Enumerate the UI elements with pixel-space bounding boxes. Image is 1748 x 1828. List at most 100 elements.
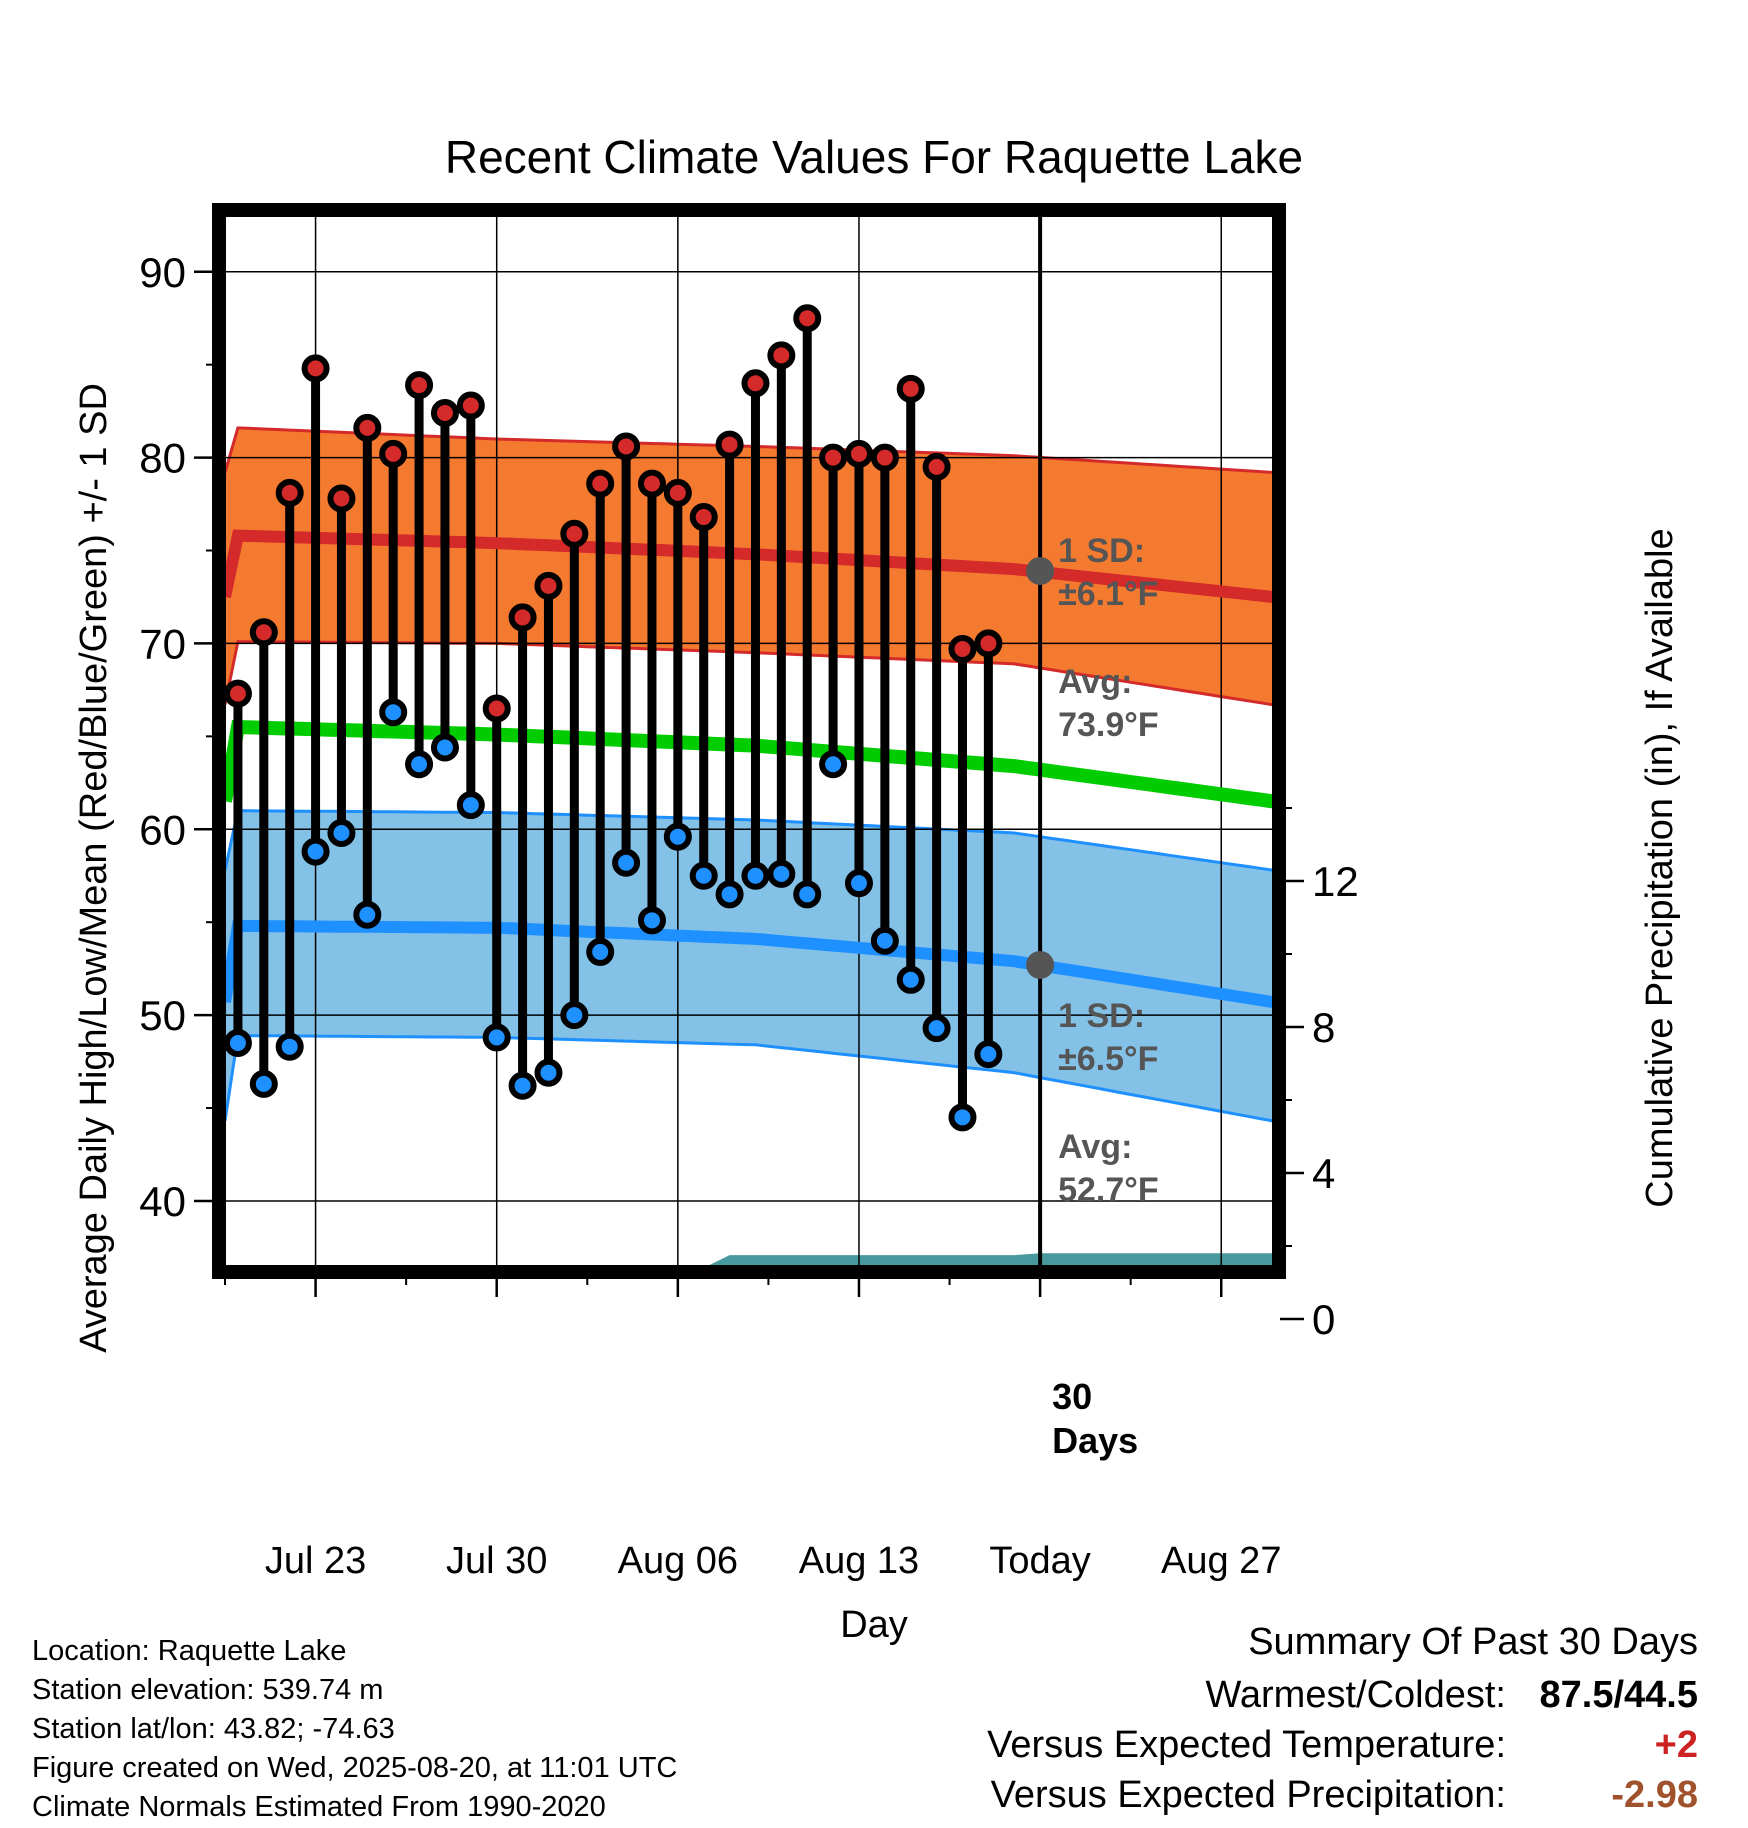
y2-tick-label: 8 xyxy=(1312,1004,1335,1051)
y-axis-label: Average Daily High/Low/Mean (Red/Blue/Gr… xyxy=(73,383,115,1353)
today-low-avg-marker xyxy=(1026,950,1055,979)
daily-high-point xyxy=(793,304,822,333)
x-tick-label: Jul 23 xyxy=(265,1540,366,1582)
warmest-value: 87.5/44.5 xyxy=(1539,1674,1698,1716)
daily-low-point xyxy=(586,937,615,966)
summary-heading: Summary Of Past 30 Days xyxy=(1248,1621,1698,1663)
daily-low-point xyxy=(715,880,744,909)
daily-low-point xyxy=(456,791,485,820)
y-tick-label: 70 xyxy=(139,620,186,667)
low-sd-upper-line xyxy=(223,809,1274,872)
high-normal-line xyxy=(219,529,1274,603)
daily-low-point xyxy=(767,859,796,888)
daily-low-point xyxy=(534,1058,563,1087)
y-tick-label: 90 xyxy=(139,249,186,296)
daily-low-point xyxy=(223,1028,252,1057)
y-tick-label: 60 xyxy=(139,806,186,853)
daily-low-point xyxy=(741,861,770,890)
daily-high-point xyxy=(974,629,1003,658)
chart-title: Recent Climate Values For Raquette Lake xyxy=(445,131,1303,183)
daily-high-point xyxy=(430,398,459,427)
high-avg-value-annotation: 73.9°F xyxy=(1058,706,1159,744)
mean-normal-line xyxy=(218,719,1274,809)
y-tick-label: 50 xyxy=(139,992,186,1039)
daily-high-point xyxy=(896,374,925,403)
daily-high-point xyxy=(715,430,744,459)
low-sd-value-annotation: ±6.5°F xyxy=(1058,1040,1158,1078)
high-sd-annotation: 1 SD: xyxy=(1058,532,1145,570)
daily-low-point xyxy=(974,1040,1003,1069)
precip-deviation-label: Versus Expected Precipitation: xyxy=(990,1774,1506,1816)
x-axis-label: Day xyxy=(840,1604,908,1646)
daily-low-point xyxy=(819,750,848,779)
daily-high-point xyxy=(586,469,615,498)
daily-low-point xyxy=(870,926,899,955)
daily-low-point xyxy=(793,880,822,909)
daily-high-point xyxy=(508,603,537,632)
daily-low-point xyxy=(844,869,873,898)
plot-frame xyxy=(212,203,1286,1279)
daily-high-point xyxy=(223,679,252,708)
y2-tick-label: 4 xyxy=(1312,1150,1335,1197)
daily-low-point xyxy=(275,1032,304,1061)
days-count-label: 30 xyxy=(1052,1376,1092,1417)
location-text: Location: Raquette Lake xyxy=(32,1635,347,1667)
daily-high-point xyxy=(637,469,666,498)
daily-low-point xyxy=(637,906,666,935)
high-avg-annotation: Avg: xyxy=(1058,663,1132,701)
days-word-label: Days xyxy=(1052,1420,1138,1461)
y2-tick-label: 0 xyxy=(1312,1296,1335,1343)
daily-low-point xyxy=(948,1103,977,1132)
daily-low-point xyxy=(327,818,356,847)
x-tick-label: Aug 13 xyxy=(799,1540,919,1582)
daily-high-point xyxy=(663,478,692,507)
warmest-coldest-row: Warmest/Coldest: 87.5/44.5 xyxy=(1205,1676,1698,1714)
daily-low-point xyxy=(896,965,925,994)
daily-low-point xyxy=(689,861,718,890)
daily-high-point xyxy=(405,371,434,400)
daily-high-point xyxy=(249,618,278,647)
low-sd-annotation: 1 SD: xyxy=(1058,997,1145,1035)
temp-deviation-value: +2 xyxy=(1654,1724,1698,1766)
daily-low-point xyxy=(663,822,692,851)
high-sd-value-annotation: ±6.1°F xyxy=(1058,575,1158,613)
normals-text: Climate Normals Estimated From 1990-2020 xyxy=(32,1791,606,1823)
elevation-text: Station elevation: 539.74 m xyxy=(32,1674,384,1706)
warmest-label: Warmest/Coldest: xyxy=(1205,1674,1506,1716)
daily-high-point xyxy=(689,503,718,532)
daily-low-point xyxy=(482,1023,511,1052)
daily-high-point xyxy=(560,519,589,548)
x-tick-label: Jul 30 xyxy=(446,1540,547,1582)
low-normal-line xyxy=(219,919,1274,1009)
daily-low-point xyxy=(430,733,459,762)
daily-high-point xyxy=(612,432,641,461)
daily-high-point xyxy=(844,439,873,468)
daily-high-point xyxy=(534,571,563,600)
daily-high-point xyxy=(379,439,408,468)
created-text: Figure created on Wed, 2025-08-20, at 11… xyxy=(32,1752,678,1784)
daily-low-point xyxy=(379,698,408,727)
latlon-text: Station lat/lon: 43.82; -74.63 xyxy=(32,1713,395,1745)
y2-axis-label: Cumulative Precipitation (in), If Availa… xyxy=(1639,528,1681,1207)
low-sd-band xyxy=(225,810,1273,1121)
daily-low-point xyxy=(612,848,641,877)
daily-high-point xyxy=(819,443,848,472)
precip-deviation-row: Versus Expected Precipitation: -2.98 xyxy=(991,1776,1698,1814)
x-tick-label: Aug 06 xyxy=(618,1540,738,1582)
daily-high-point xyxy=(922,452,951,481)
daily-high-point xyxy=(767,341,796,370)
daily-high-point xyxy=(275,478,304,507)
y-tick-label: 80 xyxy=(139,435,186,482)
daily-low-point xyxy=(922,1014,951,1043)
today-high-avg-marker xyxy=(1026,556,1055,585)
daily-low-point xyxy=(249,1069,278,1098)
high-sd-band xyxy=(225,427,1273,705)
daily-low-point xyxy=(353,900,382,929)
x-tick-label: Today xyxy=(989,1540,1090,1582)
daily-high-point xyxy=(741,369,770,398)
daily-high-point xyxy=(327,484,356,513)
daily-high-point xyxy=(353,413,382,442)
daily-high-point xyxy=(948,635,977,664)
low-sd-lower-line xyxy=(223,1034,1274,1123)
daily-high-point xyxy=(870,443,899,472)
